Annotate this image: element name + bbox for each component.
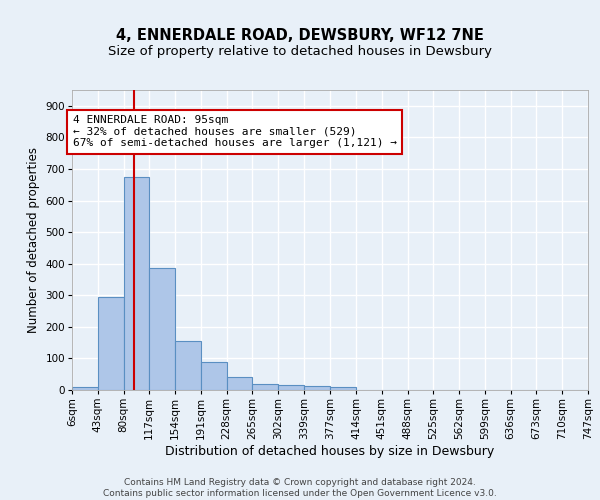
Text: 4 ENNERDALE ROAD: 95sqm
← 32% of detached houses are smaller (529)
67% of semi-d: 4 ENNERDALE ROAD: 95sqm ← 32% of detache…: [73, 116, 397, 148]
Bar: [331, 387, 356, 390]
Bar: [72, 387, 98, 390]
Bar: [278, 384, 304, 390]
X-axis label: Distribution of detached houses by size in Dewsbury: Distribution of detached houses by size …: [166, 444, 494, 458]
Bar: [175, 341, 201, 390]
Text: 4, ENNERDALE ROAD, DEWSBURY, WF12 7NE: 4, ENNERDALE ROAD, DEWSBURY, WF12 7NE: [116, 28, 484, 42]
Bar: [304, 386, 331, 390]
Bar: [253, 384, 278, 390]
Bar: [124, 177, 149, 390]
Bar: [149, 268, 175, 390]
Text: Contains HM Land Registry data © Crown copyright and database right 2024.
Contai: Contains HM Land Registry data © Crown c…: [103, 478, 497, 498]
Bar: [227, 376, 253, 390]
Bar: [201, 362, 227, 390]
Text: Size of property relative to detached houses in Dewsbury: Size of property relative to detached ho…: [108, 45, 492, 58]
Y-axis label: Number of detached properties: Number of detached properties: [27, 147, 40, 333]
Bar: [98, 297, 124, 390]
